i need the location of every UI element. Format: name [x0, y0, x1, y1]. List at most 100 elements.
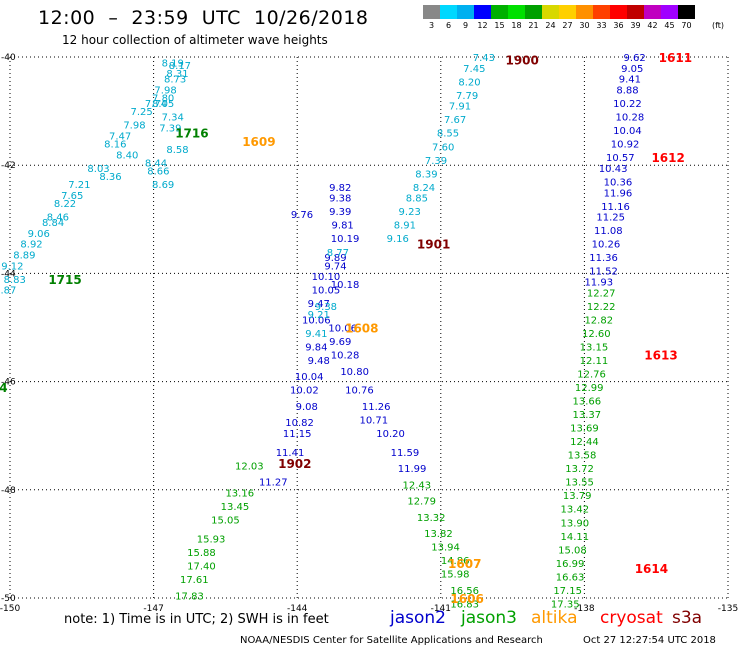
wave-height-value: 10.57: [606, 153, 635, 164]
wave-height-value: 12.44: [570, 437, 599, 448]
wave-height-value: 9.41: [305, 329, 327, 340]
x-tick-label: -147: [143, 604, 163, 614]
wave-height-value: 8.31: [166, 69, 188, 80]
wave-height-value: 17.35: [551, 599, 580, 610]
wave-height-value: 9.74: [324, 261, 346, 272]
chart-subtitle: 12 hour collection of altimeter wave hei…: [62, 33, 328, 47]
wave-height-value: 14.86: [441, 556, 470, 567]
wave-height-value: 9.48: [308, 356, 330, 367]
wave-height-value: 16.63: [556, 572, 585, 583]
color-scale-unit: (ft): [712, 21, 725, 30]
wave-height-value: 9.39: [329, 207, 351, 218]
color-scale-label: 27: [562, 21, 573, 30]
wave-height-value: 10.19: [331, 234, 360, 245]
wave-height-value: 8.36: [99, 172, 121, 183]
pass-time-label: 1607: [448, 557, 481, 571]
wave-height-value: 8.77: [327, 248, 349, 259]
page-title: 12:00 – 23:59 UTC 10/26/2018: [38, 7, 369, 29]
wave-height-value: 11.36: [589, 253, 618, 264]
x-tick-label: -138: [574, 604, 595, 614]
color-scale-label: 21: [528, 21, 539, 30]
wave-height-value: 9.76: [291, 210, 313, 221]
x-tick-label: -135: [718, 604, 738, 614]
wave-height-value: 8.92: [20, 240, 42, 251]
wave-height-value: 9.06: [28, 229, 50, 240]
pass-time-label: 1613: [644, 349, 677, 363]
color-scale-label: 24: [545, 21, 556, 30]
wave-height-value: 11.96: [604, 188, 633, 199]
wave-height-value: 10.10: [312, 272, 341, 283]
wave-height-value: 10.18: [331, 280, 360, 291]
wave-height-value: 10.43: [599, 164, 628, 175]
wave-height-value: 13.16: [225, 489, 254, 500]
wave-height-value: 9.16: [387, 234, 409, 245]
pass-time-label: 1714: [0, 381, 8, 395]
wave-height-value: 13.42: [561, 505, 590, 516]
wave-height-value: 12.43: [403, 480, 432, 491]
wave-height-value: 9.47: [308, 299, 330, 310]
legend-jason3: jason3: [461, 608, 517, 628]
wave-height-value: 10.80: [340, 367, 369, 378]
color-scale-swatch: [440, 5, 457, 19]
color-scale-swatch: [508, 5, 525, 19]
pass-time-label: 1900: [505, 54, 538, 68]
wave-height-value: 9.41: [619, 75, 641, 86]
color-scale-swatch: [474, 5, 491, 19]
legend-jason2: jason2: [390, 608, 446, 628]
wave-height-value: 13.79: [563, 491, 592, 502]
wave-height-value: 9.38: [329, 194, 351, 205]
color-scale-swatch: [457, 5, 474, 19]
credit-text: NOAA/NESDIS Center for Satellite Applica…: [240, 635, 543, 646]
wave-height-value: 10.22: [613, 99, 642, 110]
wave-height-value: 9.12: [1, 261, 23, 272]
legend-altika: altika: [531, 608, 578, 628]
wave-height-value: 10.76: [345, 386, 374, 397]
wave-height-value: 7.98: [154, 85, 176, 96]
wave-height-value: 10.04: [613, 126, 642, 137]
wave-height-value: 7.79: [456, 91, 478, 102]
wave-height-value: 7.34: [162, 113, 184, 124]
wave-height-value: 12.60: [582, 329, 611, 340]
wave-height-value: 8.16: [104, 140, 126, 151]
wave-height-value: 11.59: [391, 448, 420, 459]
color-scale-swatch: [593, 5, 610, 19]
pass-time-label: 1715: [48, 273, 81, 287]
wave-height-value: 13.69: [570, 424, 599, 435]
legend-cryosat: cryosat: [600, 608, 663, 628]
wave-height-value: 13.15: [580, 342, 609, 353]
y-tick-label: -42: [1, 161, 16, 171]
wave-height-value: 11.25: [596, 213, 625, 224]
wave-height-value: 8.17: [169, 61, 191, 72]
wave-height-value: 17.61: [180, 575, 209, 586]
wave-height-value: 12.76: [577, 369, 606, 380]
pass-time-label: 1614: [635, 562, 668, 576]
color-scale-swatch: [559, 5, 576, 19]
pass-time-label: 1609: [242, 135, 275, 149]
wave-height-value: 9.69: [329, 337, 351, 348]
wave-height-value: 8.20: [458, 77, 480, 88]
color-scale-label: 18: [511, 21, 522, 30]
wave-height-value: 8.05: [152, 99, 174, 110]
wave-height-value: 7.43: [473, 53, 495, 64]
wave-height-value: 15.05: [211, 516, 240, 527]
color-scale-label: 70: [681, 21, 692, 30]
wave-height-value: 12.27: [587, 288, 616, 299]
wave-height-value: 8.69: [152, 180, 174, 191]
wave-height-value: 8.91: [394, 221, 416, 232]
wave-height-value: 11.26: [362, 402, 391, 413]
color-scale-label: 36: [613, 21, 624, 30]
wave-height-value: 8.84: [42, 218, 64, 229]
pass-time-label: 1608: [345, 322, 378, 336]
wave-height-value: 16.56: [450, 586, 479, 597]
color-scale-bar: [423, 5, 695, 19]
wave-height-value: 7.39: [425, 156, 447, 167]
wave-height-value: 7.98: [123, 121, 145, 132]
pass-time-label: 1902: [278, 457, 311, 471]
wave-height-value: 10.36: [604, 177, 633, 188]
color-scale-label: 12: [477, 21, 488, 30]
wave-height-value: 13.58: [568, 451, 597, 462]
wave-height-value: 17.83: [175, 591, 204, 602]
wave-height-value: 8.44: [145, 158, 167, 169]
wave-height-value: 11.27: [259, 478, 288, 489]
